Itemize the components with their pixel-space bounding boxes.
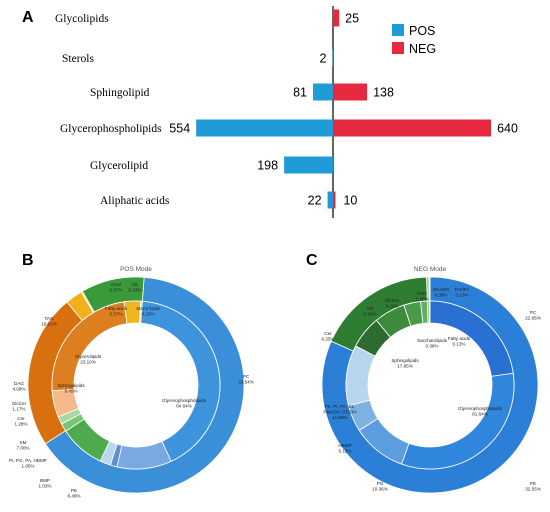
bar-neg-glycolipids [333,10,339,27]
bar-label-neg-sphingolipid: 138 [373,86,394,100]
bar-label-pos-sterols: 2 [320,52,327,66]
donut-c-title: NEG Mode [414,266,447,273]
category-label-glycerophospholipids: Glycerophospholipids [60,123,162,135]
bar-label-pos-glycerophospholipids: 554 [169,122,190,136]
bar-neg-aliphatic-acids [333,192,335,209]
legend-swatch-pos [392,24,404,36]
donut-c-outer-fatty-acids [429,277,430,301]
bar-neg-glycerophospholipids [333,120,491,137]
bar-pos-glycerophospholipids [196,120,333,137]
bar-pos-glycerolipid [284,157,333,174]
category-label-sphingolipid: Sphingolipid [90,87,150,99]
donut-b-title: POS Mode [120,266,152,273]
legend-label-neg: NEG [409,42,436,56]
category-label-sterols: Sterols [62,53,94,65]
bar-label-pos-sphingolipid: 81 [293,86,307,100]
donut-c-inner-fahfa [429,301,430,323]
bar-pos-aliphatic-acids [328,192,333,209]
bar-label-pos-glycerolipid: 198 [257,159,278,173]
bar-label-neg-aliphatic-acids: 10 [343,194,357,208]
donut-b-inner-acar [124,301,141,324]
bar-label-neg-glycolipids: 25 [345,12,359,26]
bar-label-pos-aliphatic-acids: 22 [308,194,322,208]
category-label-aliphatic-acids: Aliphatic acids [100,195,170,207]
category-label-glycolipids: Glycolipids [55,13,109,25]
panel-letter-c: C [306,252,318,269]
legend-label-pos: POS [409,24,435,38]
panel-letter-b: B [22,252,34,269]
bar-chart-a: Glycolipids 25 Sterols 2 Sphingolipid 81 138 Gl… [55,6,518,218]
bar-pos-sphingolipid [313,84,333,101]
category-label-glycerolipid: Glycerolipid [90,160,148,172]
donut-chart-c [322,277,538,493]
bar-neg-sphingolipid [333,84,367,101]
legend-swatch-neg [392,42,404,54]
panel-letter-a: A [22,9,34,26]
donut-b-inner-pe [117,441,171,469]
bar-label-neg-glycerophospholipids: 640 [497,122,518,136]
